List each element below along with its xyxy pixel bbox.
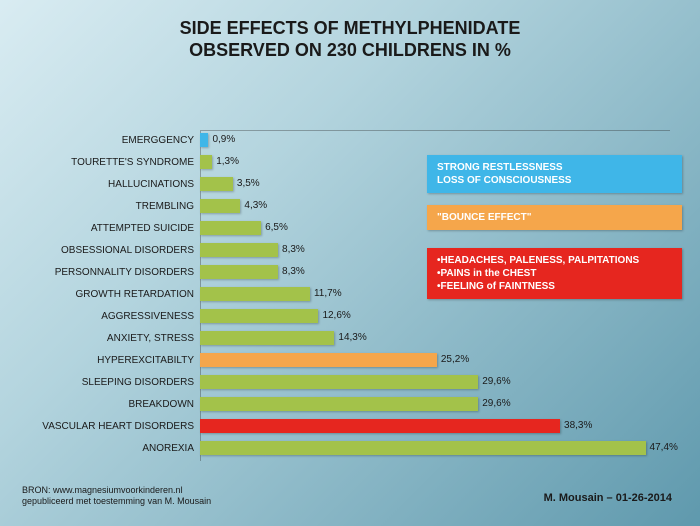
bar-label: BREAKDOWN [0,399,200,410]
bar-label: GROWTH RETARDATION [0,289,200,300]
bar-value: 25,2% [437,353,469,367]
bar-value: 0,9% [208,133,235,147]
bar [200,353,437,367]
bar-value: 1,3% [212,155,239,169]
legend-box: "BOUNCE EFFECT" [427,205,682,230]
bar-label: PERSONNALITY DISORDERS [0,267,200,278]
legend-box: •HEADACHES, PALENESS, PALPITATIONS•PAINS… [427,248,682,299]
bar-label: SLEEPING DISORDERS [0,377,200,388]
bar [200,155,212,169]
bar [200,199,240,213]
bar-label: HALLUCINATIONS [0,179,200,190]
bar-label: TOURETTE'S SYNDROME [0,157,200,168]
credit-text: M. Mousain – 01-26-2014 [544,492,672,504]
bar-value: 38,3% [560,419,592,433]
title-line1: SIDE EFFECTS OF METHYLPHENIDATE [180,18,521,38]
bar-label: VASCULAR HEART DISORDERS [0,421,200,432]
bar [200,177,233,191]
source-text: BRON: www.magnesiumvoorkinderen.nl gepub… [22,485,211,508]
bar-value: 12,6% [318,309,350,323]
source-line2: gepubliceerd met toestemming van M. Mous… [22,496,211,506]
bar [200,375,478,389]
bar-label: AGGRESSIVENESS [0,311,200,322]
source-line1: BRON: www.magnesiumvoorkinderen.nl [22,485,183,495]
bar [200,309,318,323]
bar-value: 8,3% [278,243,305,257]
bar-value: 29,6% [478,397,510,411]
bar [200,133,208,147]
bar-label: ATTEMPTED SUICIDE [0,223,200,234]
bar-value: 11,7% [310,287,342,301]
bar-value: 4,3% [240,199,267,213]
bar [200,221,261,235]
bar-value: 14,3% [334,331,366,345]
bar-label: TREMBLING [0,201,200,212]
bar-value: 47,4% [646,441,678,455]
bar-label: HYPEREXCITABILTY [0,355,200,366]
legend-box: STRONG RESTLESSNESSLOSS OF CONSCIOUSNESS [427,155,682,193]
bar [200,287,310,301]
bar-label: ANXIETY, STRESS [0,333,200,344]
bar [200,419,560,433]
bar-label: OBSESSIONAL DISORDERS [0,245,200,256]
bar-label: EMERGGENCY [0,135,200,146]
bar [200,397,478,411]
bar-value: 6,5% [261,221,288,235]
chart-title: SIDE EFFECTS OF METHYLPHENIDATE OBSERVED… [0,18,700,61]
bar [200,243,278,257]
title-line2: OBSERVED ON 230 CHILDRENS IN % [189,40,511,60]
bar [200,265,278,279]
bar-label: ANOREXIA [0,443,200,454]
bar-value: 8,3% [278,265,305,279]
bar [200,441,646,455]
bar-value: 3,5% [233,177,260,191]
bar [200,331,334,345]
bar-value: 29,6% [478,375,510,389]
